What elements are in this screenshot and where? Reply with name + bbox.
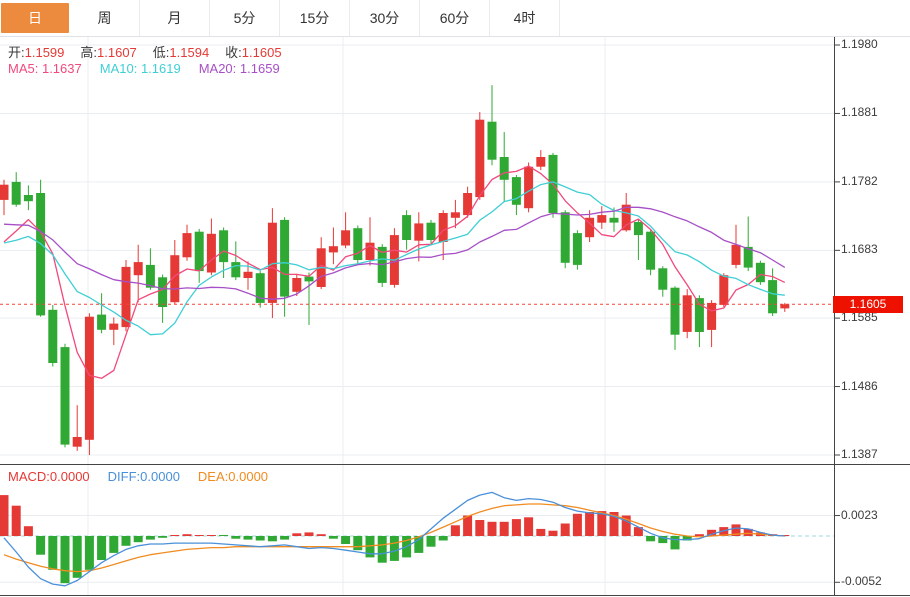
macd-value-readout: MACD:0.0000 <box>8 469 90 484</box>
price-axis-label: 1.1585 <box>841 310 878 325</box>
high-readout: 高:1.1607 <box>80 45 137 60</box>
ma5-readout: MA5: 1.1637 <box>8 61 82 76</box>
tab-week[interactable]: 周 <box>70 0 140 36</box>
price-axis-label: 1.1683 <box>841 242 878 257</box>
tab-30min[interactable]: 30分 <box>350 0 420 36</box>
tab-day[interactable]: 日 <box>1 3 69 33</box>
open-readout: 开:1.1599 <box>8 45 65 60</box>
close-readout: 收:1.1605 <box>225 45 282 60</box>
price-axis-label: 1.1881 <box>841 105 878 120</box>
price-axis-label: 1.1387 <box>841 447 878 461</box>
dea-value-readout: DEA:0.0000 <box>197 469 269 484</box>
macd-axis-label: 0.0023 <box>841 507 878 522</box>
current-price-tag: 1.1605 <box>833 295 903 313</box>
price-axis-label: 1.1980 <box>841 37 878 51</box>
tab-4hour[interactable]: 4时 <box>490 0 560 36</box>
diff-value-readout: DIFF:0.0000 <box>107 469 180 484</box>
ma-readout: MA5: 1.1637 MA10: 1.1619 MA20: 1.1659 <box>8 61 280 76</box>
tab-15min[interactable]: 15分 <box>280 0 350 36</box>
price-axis-label: 1.1486 <box>841 378 878 393</box>
macd-readout: MACD:0.0000 DIFF:0.0000 DEA:0.0000 <box>8 469 268 484</box>
price-axis-label: 1.1782 <box>841 173 878 188</box>
ma10-readout: MA10: 1.1619 <box>99 61 181 76</box>
chart-area[interactable]: 开:1.1599 高:1.1607 低:1.1594 收:1.1605 MA5:… <box>0 37 910 597</box>
timeframe-tabbar: 日 周 月 5分 15分 30分 60分 4时 <box>0 0 910 37</box>
ma20-readout: MA20: 1.1659 <box>198 61 280 76</box>
macd-axis-label: -0.0052 <box>841 574 882 589</box>
tab-60min[interactable]: 60分 <box>420 0 490 36</box>
low-readout: 低:1.1594 <box>152 45 210 60</box>
tab-month[interactable]: 月 <box>140 0 210 36</box>
ohlc-readout: 开:1.1599 高:1.1607 低:1.1594 收:1.1605 <box>8 42 282 61</box>
tab-5min[interactable]: 5分 <box>210 0 280 36</box>
